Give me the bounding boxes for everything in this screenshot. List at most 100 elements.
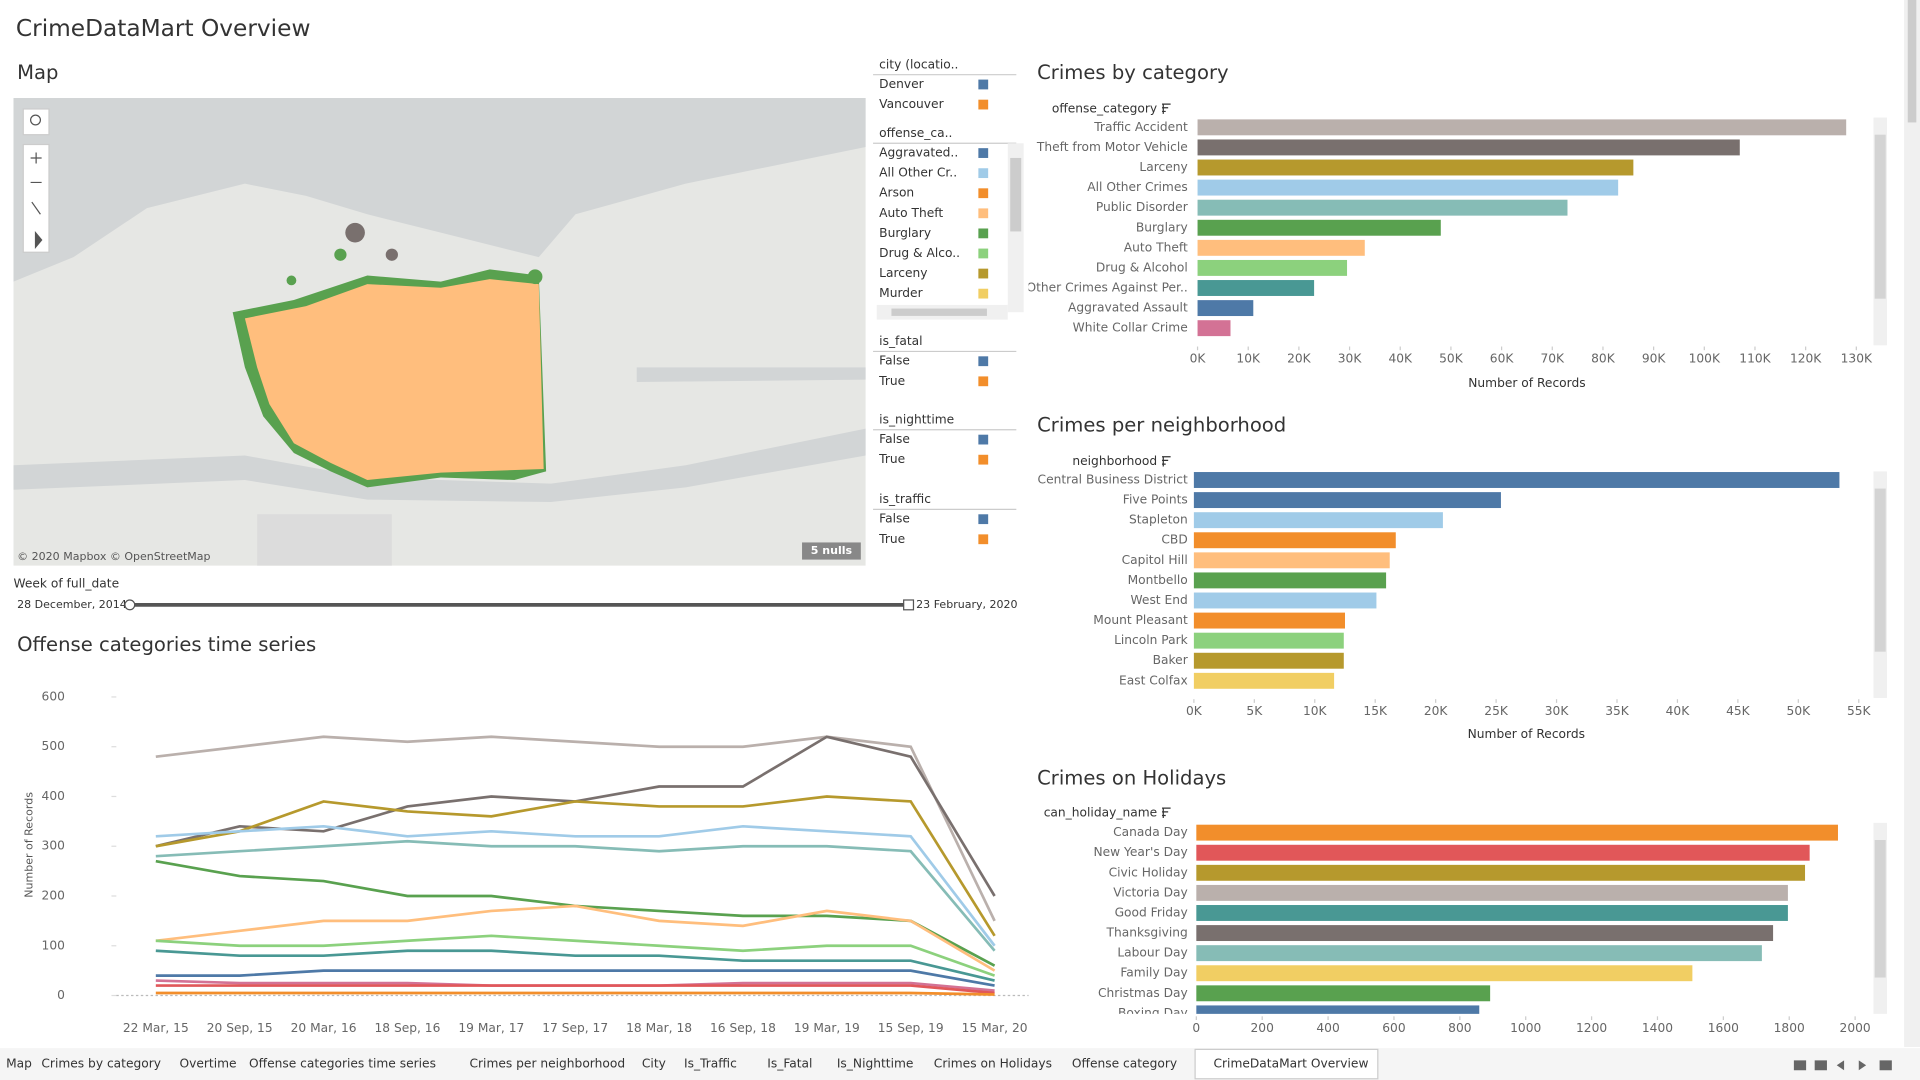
tab[interactable]: Is_Nighttime — [837, 1057, 914, 1071]
bar[interactable] — [1197, 159, 1634, 176]
x-tick-label: 70K — [1540, 351, 1565, 365]
tab[interactable]: Is_Traffic — [684, 1057, 737, 1071]
legend-label[interactable]: Murder — [879, 286, 923, 300]
bar[interactable] — [1196, 1005, 1480, 1021]
tab[interactable]: Offense category — [1072, 1057, 1177, 1071]
legend-swatch[interactable] — [978, 356, 989, 367]
bar[interactable] — [1197, 280, 1315, 296]
legend-label[interactable]: Drug & Alco.. — [879, 246, 960, 260]
legend-label[interactable]: Arson — [879, 186, 914, 200]
bar[interactable] — [1197, 199, 1568, 216]
legend-swatch[interactable] — [978, 248, 989, 259]
bar[interactable] — [1196, 884, 1788, 901]
legend-label[interactable]: Aggravated.. — [879, 146, 958, 160]
tab[interactable]: City — [642, 1057, 666, 1071]
legend-label[interactable]: False — [879, 512, 910, 526]
active-tab[interactable] — [1194, 1048, 1379, 1080]
bar[interactable] — [1197, 259, 1348, 276]
bar[interactable] — [1197, 139, 1740, 156]
bar[interactable] — [1193, 512, 1443, 529]
legend-swatch[interactable] — [978, 514, 989, 525]
dimension-header[interactable]: neighborhood — [1072, 454, 1157, 468]
legend-swatch[interactable] — [978, 188, 989, 199]
legend-label[interactable]: Vancouver — [879, 97, 944, 111]
sort-icon[interactable] — [1162, 807, 1171, 818]
bar[interactable] — [1193, 632, 1344, 649]
sort-icon[interactable] — [1162, 103, 1171, 114]
bar[interactable] — [1193, 532, 1396, 549]
bar[interactable] — [1193, 472, 1840, 488]
legend-swatch[interactable] — [978, 208, 989, 219]
tab-controls[interactable] — [1793, 1060, 1892, 1071]
bar[interactable] — [1196, 844, 1810, 861]
bar[interactable] — [1197, 119, 1847, 136]
legend-label[interactable]: Denver — [879, 77, 924, 91]
page-scrollbar-thumb[interactable] — [1907, 0, 1917, 123]
tab[interactable]: Is_Fatal — [767, 1057, 812, 1071]
tab[interactable]: CrimeDataMart Overview — [1213, 1057, 1368, 1071]
nulls-badge[interactable] — [802, 542, 861, 560]
legend-label[interactable]: All Other Cr.. — [879, 166, 957, 180]
legend-hscrollbar-thumb[interactable] — [891, 308, 987, 316]
legend-label[interactable]: False — [879, 432, 910, 446]
legend-label[interactable]: True — [878, 452, 905, 466]
tab[interactable]: Crimes by category — [41, 1057, 161, 1071]
bar[interactable] — [1193, 612, 1345, 629]
search-button[interactable] — [22, 108, 50, 136]
legend-swatch[interactable] — [978, 268, 989, 279]
tab[interactable]: Crimes per neighborhood — [469, 1057, 625, 1071]
bar[interactable] — [1197, 219, 1441, 236]
bar[interactable] — [1193, 572, 1387, 589]
legend-swatch[interactable] — [978, 99, 989, 110]
sort-icon[interactable] — [1162, 456, 1171, 467]
legend-swatch[interactable] — [978, 454, 989, 465]
bar[interactable] — [1197, 320, 1231, 337]
legend-swatch[interactable] — [978, 79, 989, 90]
legend-label[interactable]: False — [879, 354, 910, 368]
bar[interactable] — [1196, 864, 1806, 881]
x-axis-label: Number of Records — [1468, 727, 1585, 741]
legend-label[interactable]: True — [878, 532, 905, 546]
bar[interactable] — [1193, 672, 1335, 689]
bar[interactable] — [1193, 492, 1501, 509]
bar[interactable] — [1197, 239, 1365, 256]
tab[interactable]: Map — [6, 1057, 32, 1071]
tab[interactable]: Crimes on Holidays — [934, 1057, 1052, 1071]
page-scrollbar[interactable] — [1904, 0, 1920, 1047]
bar[interactable] — [1196, 824, 1838, 841]
scrollbar-thumb[interactable] — [1874, 840, 1886, 978]
legend-label[interactable]: True — [878, 374, 905, 388]
legend-swatch[interactable] — [978, 376, 989, 387]
legend-swatch[interactable] — [978, 168, 989, 179]
bar[interactable] — [1196, 965, 1693, 982]
x-tick-label: 200 — [1251, 1021, 1274, 1035]
legend-swatch[interactable] — [978, 228, 989, 239]
bar[interactable] — [1196, 985, 1491, 1002]
bar[interactable] — [1197, 179, 1619, 196]
legend-swatch[interactable] — [978, 534, 989, 545]
tab[interactable]: Overtime — [180, 1057, 237, 1071]
map[interactable]: © 2020 Mapbox © OpenStreetMap 5 nulls — [13, 97, 866, 566]
legend-swatch[interactable] — [978, 434, 989, 445]
bar[interactable] — [1197, 300, 1254, 317]
legend-scrollbar-thumb[interactable] — [1010, 157, 1022, 232]
legend-label[interactable]: Larceny — [879, 266, 927, 280]
bar[interactable] — [1196, 925, 1774, 942]
bar[interactable] — [1193, 652, 1344, 669]
bar[interactable] — [1193, 552, 1390, 569]
tab[interactable]: Offense categories time series — [249, 1057, 436, 1071]
scrollbar-thumb[interactable] — [1874, 488, 1886, 652]
legend-swatch[interactable] — [978, 288, 989, 299]
slider-handle[interactable] — [124, 599, 136, 611]
legend-swatch[interactable] — [978, 148, 989, 158]
bar[interactable] — [1196, 905, 1788, 921]
dimension-header[interactable]: offense_category — [1052, 101, 1157, 115]
bar[interactable] — [1196, 945, 1762, 962]
slider-handle[interactable] — [903, 599, 915, 611]
nulls-indicator[interactable]: 5 nulls — [811, 544, 853, 557]
bar[interactable] — [1193, 592, 1377, 609]
legend-label[interactable]: Auto Theft — [879, 206, 943, 220]
scrollbar-thumb[interactable] — [1874, 134, 1886, 299]
legend-label[interactable]: Burglary — [879, 226, 931, 240]
dimension-header[interactable]: can_holiday_name — [1044, 806, 1157, 820]
